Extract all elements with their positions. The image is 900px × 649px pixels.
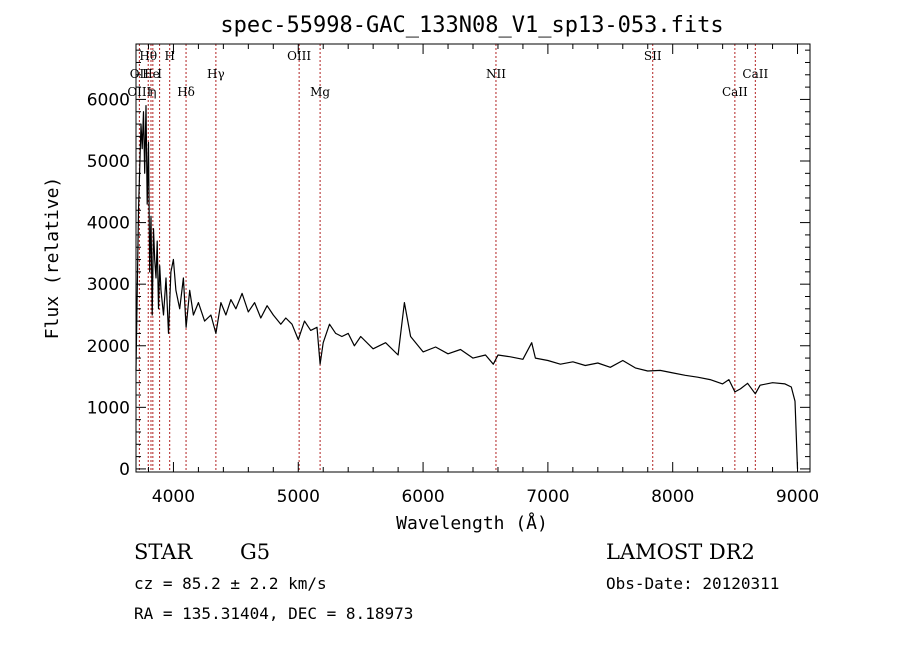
y-tick-label-4: 4000 bbox=[87, 214, 130, 234]
line-label-9: Hγ bbox=[207, 67, 225, 81]
redshift-text: cz = 85.2 ± 2.2 km/s bbox=[134, 574, 327, 593]
obs-date-text: Obs-Date: 20120311 bbox=[606, 574, 779, 593]
line-label-4: SII bbox=[644, 49, 662, 63]
y-axis-label: Flux (relative) bbox=[42, 177, 63, 340]
plot-frame bbox=[135, 43, 811, 473]
line-label-11: η bbox=[149, 85, 156, 99]
x-tick-label-3: 7000 bbox=[526, 487, 569, 507]
coordinates-text: RA = 135.31404, DEC = 8.18973 bbox=[134, 604, 413, 623]
line-label-14: CaII bbox=[722, 85, 748, 99]
x-tick-label-4: 8000 bbox=[651, 487, 694, 507]
x-tick-label-0: 4000 bbox=[152, 487, 195, 507]
line-label-7: He bbox=[142, 67, 160, 81]
spectrum-series-layer bbox=[135, 104, 799, 469]
y-tick-label-3: 3000 bbox=[87, 275, 130, 295]
line-label-2: OIII bbox=[287, 49, 311, 63]
line-label-6: OII bbox=[130, 67, 150, 81]
y-tick-label-5: 5000 bbox=[87, 152, 130, 172]
object-subclass: G5 bbox=[240, 540, 270, 564]
y-axis-ticks: 0 1000 2000 3000 4000 5000 6000 bbox=[87, 49, 810, 480]
y-tick-label-1: 1000 bbox=[87, 398, 130, 418]
emission-line-markers bbox=[138, 44, 756, 472]
y-tick-label-6: 6000 bbox=[87, 90, 130, 110]
chart-title: spec-55998-GAC_133N08_V1_sp13-053.fits bbox=[220, 13, 723, 38]
line-label-13: Mg bbox=[310, 85, 330, 99]
line-label-8: I bbox=[157, 67, 162, 81]
x-axis-ticks: 4000 5000 6000 7000 8000 9000 bbox=[147, 44, 819, 507]
y-tick-label-0: 0 bbox=[119, 460, 130, 480]
y-tick-label-2: 2000 bbox=[87, 337, 130, 357]
x-axis-label: Wavelength (Å) bbox=[396, 512, 548, 534]
line-label-1: H bbox=[164, 49, 174, 63]
line-label-12: Hδ bbox=[177, 85, 195, 99]
line-label-10: OIII bbox=[127, 85, 151, 99]
line-label-3: NII bbox=[486, 67, 506, 81]
x-tick-label-5: 9000 bbox=[776, 487, 819, 507]
object-class: STAR bbox=[134, 540, 193, 564]
spectrum-series-0 bbox=[135, 104, 799, 469]
line-label-5: CaII bbox=[742, 67, 768, 81]
x-tick-label-2: 6000 bbox=[401, 487, 444, 507]
line-label-0: Hθ bbox=[139, 49, 157, 63]
survey-name: LAMOST DR2 bbox=[606, 540, 755, 564]
x-tick-label-1: 5000 bbox=[277, 487, 320, 507]
